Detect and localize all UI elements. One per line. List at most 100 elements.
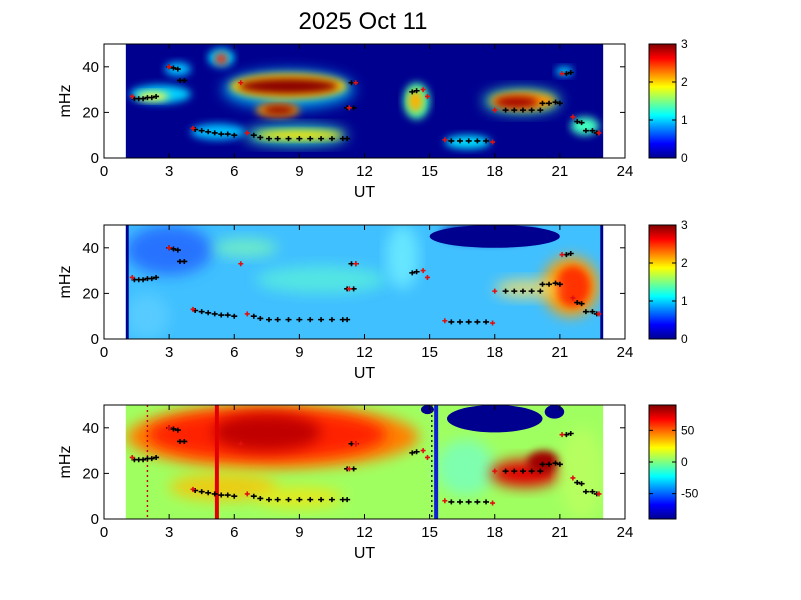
- colorbar-tick-label: 3: [681, 37, 688, 51]
- track-point: [519, 468, 526, 474]
- track-point: [274, 497, 281, 503]
- track-point: [578, 120, 585, 126]
- track-point: [274, 136, 281, 142]
- track-point: [148, 276, 155, 282]
- track-point: [465, 138, 472, 144]
- track-point: [409, 89, 416, 95]
- colorbar-tick-label: 0: [681, 151, 688, 165]
- x-tick-label: 6: [230, 344, 238, 361]
- red-point: [420, 448, 426, 454]
- track-point: [181, 77, 188, 83]
- x-tick-label: 12: [356, 163, 373, 180]
- red-point: [190, 486, 196, 492]
- track-point: [328, 317, 335, 323]
- red-point: [166, 425, 172, 431]
- y-tick-label: 20: [82, 104, 99, 121]
- red-point: [559, 252, 565, 258]
- y-tick-label: 40: [82, 240, 99, 257]
- x-axis-label: UT: [354, 184, 376, 201]
- track-point: [413, 449, 420, 455]
- track-point: [552, 99, 559, 105]
- x-tick-label: 15: [421, 163, 438, 180]
- track-point: [511, 107, 518, 113]
- track-point: [224, 492, 231, 498]
- x-tick-label: 3: [165, 163, 173, 180]
- track-point: [148, 456, 155, 462]
- x-tick-label: 9: [295, 163, 303, 180]
- track-point: [140, 277, 147, 283]
- red-point: [346, 286, 352, 292]
- track-point: [556, 100, 563, 106]
- track-point: [582, 309, 589, 315]
- track-point: [174, 427, 181, 433]
- track-point: [556, 281, 563, 287]
- colorbar-tick-label: 0: [681, 455, 688, 469]
- track-point: [265, 497, 272, 503]
- track-point: [409, 270, 416, 276]
- track-point: [231, 493, 238, 499]
- track-point: [546, 461, 553, 467]
- red-point: [492, 468, 498, 474]
- colorbar-tick-label: 1: [681, 113, 688, 127]
- track-point: [257, 495, 264, 501]
- track-point: [511, 468, 518, 474]
- track-point: [537, 107, 544, 113]
- colorbar-tick-label: 1: [681, 294, 688, 308]
- y-axis-label: mHz: [57, 446, 74, 479]
- track-point: [231, 313, 238, 319]
- track-point: [344, 136, 351, 142]
- red-point: [244, 491, 250, 497]
- track-point: [274, 317, 281, 323]
- track-point: [552, 280, 559, 286]
- x-tick-label: 3: [165, 524, 173, 541]
- red-point: [166, 64, 172, 70]
- track-point: [578, 481, 585, 487]
- y-axis-label: mHz: [57, 266, 74, 299]
- track-point: [528, 288, 535, 294]
- x-tick-label: 15: [421, 524, 438, 541]
- track-point: [211, 311, 218, 317]
- track-point: [483, 319, 490, 325]
- y-tick-label: 0: [91, 331, 99, 348]
- track-point: [511, 288, 518, 294]
- x-tick-label: 24: [617, 163, 634, 180]
- red-point: [129, 274, 135, 280]
- y-tick-label: 40: [82, 420, 99, 437]
- track-point: [211, 491, 218, 497]
- y-axis-label: mHz: [57, 85, 74, 118]
- x-tick-label: 21: [552, 163, 569, 180]
- track-point: [328, 497, 335, 503]
- track-point: [589, 309, 596, 315]
- track-point: [556, 461, 563, 467]
- track-point: [318, 317, 325, 323]
- red-point: [353, 441, 359, 447]
- track-point: [539, 100, 546, 106]
- track-point: [257, 315, 264, 321]
- track-point: [198, 489, 205, 495]
- red-point: [238, 80, 244, 86]
- track-point: [181, 258, 188, 264]
- track-point: [448, 319, 455, 325]
- track-point: [465, 499, 472, 505]
- red-point: [346, 105, 352, 111]
- track-point: [582, 128, 589, 134]
- spectrogram-image: [125, 225, 604, 339]
- red-point: [570, 295, 576, 301]
- red-point: [424, 274, 430, 280]
- track-point: [546, 281, 553, 287]
- track-point: [574, 300, 581, 306]
- track-point: [567, 431, 574, 436]
- track-point: [218, 492, 225, 498]
- track-point: [457, 138, 464, 144]
- track-point: [483, 138, 490, 144]
- track-point: [307, 497, 314, 503]
- y-tick-label: 0: [91, 511, 99, 528]
- x-tick-label: 21: [552, 344, 569, 361]
- track-point: [153, 274, 160, 280]
- x-tick-label: 18: [486, 163, 503, 180]
- track-point: [318, 136, 325, 142]
- red-point: [596, 491, 602, 497]
- track-point: [574, 480, 581, 486]
- track-point: [205, 129, 212, 135]
- track-point: [285, 136, 292, 142]
